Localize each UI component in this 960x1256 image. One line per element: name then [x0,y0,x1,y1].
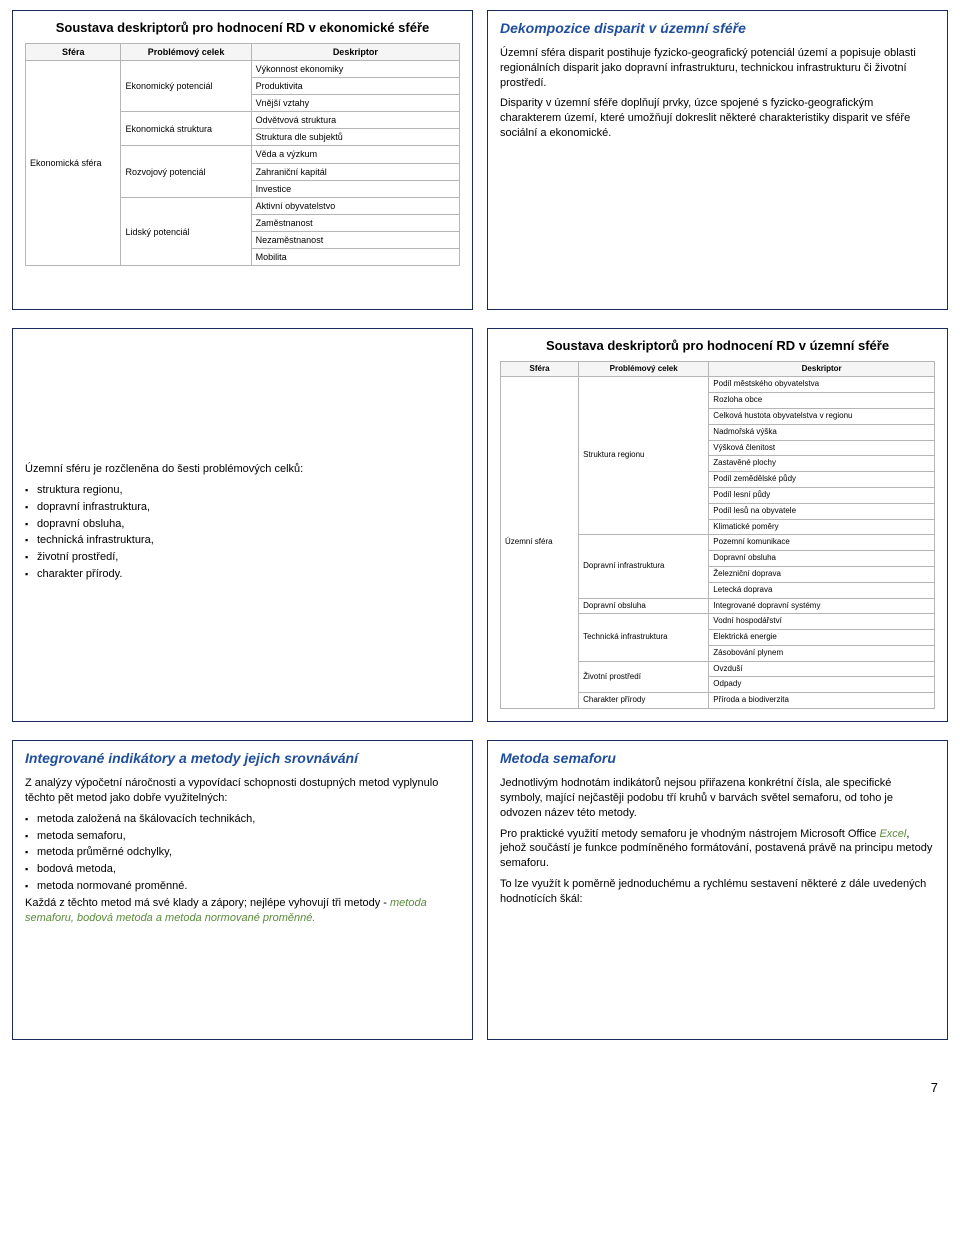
slide3-intro: Územní sféru je rozčleněna do šesti prob… [25,462,460,477]
cell-deskriptor: Elektrická energie [709,630,935,646]
cell-celek: Technická infrastruktura [579,614,709,661]
cell-celek: Charakter přírody [579,693,709,709]
cell-deskriptor: Příroda a biodiverzita [709,693,935,709]
cell-celek: Ekonomická struktura [121,112,251,146]
cell-deskriptor: Pozemní komunikace [709,535,935,551]
cell-deskriptor: Odpady [709,677,935,693]
slide-territorial-descriptors: Soustava deskriptorů pro hodnocení RD v … [487,328,948,722]
cell-celek: Lidský potenciál [121,197,251,266]
list-item: životní prostředí, [25,550,460,565]
slide3-list: struktura regionu, dopravní infrastruktur… [25,483,460,584]
slide4-table: Sféra Problémový celek Deskriptor Územní… [500,361,935,710]
list-item: charakter přírody. [25,567,460,582]
cell-deskriptor: Odvětvová struktura [251,112,459,129]
slide6-title: Metoda semaforu [500,749,935,768]
slide5-p1: Z analýzy výpočetní náročnosti a vypovíd… [25,776,460,806]
cell-deskriptor: Mobilita [251,249,459,266]
list-item: dopravní infrastruktura, [25,500,460,515]
slide6-p3: To lze využít k poměrně jednoduchému a r… [500,877,935,907]
th-sfera4: Sféra [501,361,579,377]
cell-deskriptor: Vodní hospodářství [709,614,935,630]
cell-deskriptor: Zahraniční kapitál [251,163,459,180]
cell-deskriptor: Podíl zemědělské půdy [709,472,935,488]
cell-deskriptor: Zastavěné plochy [709,456,935,472]
list-item: bodová metoda, [25,862,460,877]
th-deskriptor4: Deskriptor [709,361,935,377]
list-item: technická infrastruktura, [25,533,460,548]
slide-semaphore-method: Metoda semaforu Jednotlivým hodnotám ind… [487,740,948,1040]
slide6-p2: Pro praktické využití metody semaforu je… [500,827,935,872]
slide-decomposition: Dekompozice disparit v územní sféře Územ… [487,10,948,310]
cell-deskriptor: Podíl lesní půdy [709,487,935,503]
slide2-p2: Disparity v územní sféře doplňují prvky,… [500,96,935,141]
cell-sfera: Ekonomická sféra [26,60,121,266]
cell-deskriptor: Ovzduší [709,661,935,677]
cell-deskriptor: Vnější vztahy [251,94,459,111]
slide5-p2: Každá z těchto metod má své klady a zápo… [25,896,460,926]
slide4-title: Soustava deskriptorů pro hodnocení RD v … [500,337,935,355]
list-item: struktura regionu, [25,483,460,498]
cell-deskriptor: Podíl městského obyvatelstva [709,377,935,393]
slide2-p1: Územní sféra disparit postihuje fyzicko-… [500,46,935,91]
list-item: metoda založená na škálovacích technikác… [25,812,460,827]
cell-celek: Struktura regionu [579,377,709,535]
slide6-p1: Jednotlivým hodnotám indikátorů nejsou p… [500,776,935,821]
cell-deskriptor: Zaměstnanost [251,214,459,231]
list-item: metoda normované proměnné. [25,879,460,894]
slide2-title: Dekompozice disparit v územní sféře [500,19,935,38]
slide-territorial-list: Územní sféru je rozčleněna do šesti prob… [12,328,473,722]
cell-deskriptor: Produktivita [251,77,459,94]
list-item: metoda semaforu, [25,829,460,844]
th-deskriptor: Deskriptor [251,43,459,60]
th-sfera: Sféra [26,43,121,60]
slide5-list: metoda založená na škálovacích technikác… [25,812,460,894]
cell-deskriptor: Výšková členitost [709,440,935,456]
slide6-excel: Excel [879,828,906,840]
slide1-table: Sféra Problémový celek Deskriptor Ekonom… [25,43,460,267]
cell-deskriptor: Výkonnost ekonomiky [251,60,459,77]
cell-deskriptor: Dopravní obsluha [709,551,935,567]
cell-celek: Životní prostředí [579,661,709,693]
slide1-title: Soustava deskriptorů pro hodnocení RD v … [25,19,460,37]
cell-deskriptor: Zásobování plynem [709,645,935,661]
cell-deskriptor: Klimatické poměry [709,519,935,535]
cell-deskriptor: Nadmořská výška [709,424,935,440]
slide5-p2a: Každá z těchto metod má své klady a zápo… [25,897,390,909]
cell-deskriptor: Podíl lesů na obyvatele [709,503,935,519]
slide6-p2a: Pro praktické využití metody semaforu je… [500,828,879,840]
slide5-title: Integrované indikátory a metody jejich s… [25,749,460,768]
cell-deskriptor: Nezaměstnanost [251,232,459,249]
cell-deskriptor: Železniční doprava [709,566,935,582]
cell-deskriptor: Rozloha obce [709,393,935,409]
slide-economic-descriptors: Soustava deskriptorů pro hodnocení RD v … [12,10,473,310]
cell-celek: Rozvojový potenciál [121,146,251,197]
cell-celek: Dopravní obsluha [579,598,709,614]
cell-deskriptor: Aktivní obyvatelstvo [251,197,459,214]
cell-deskriptor: Integrované dopravní systémy [709,598,935,614]
th-celek4: Problémový celek [579,361,709,377]
list-item: dopravní obsluha, [25,517,460,532]
cell-celek: Dopravní infrastruktura [579,535,709,598]
cell-deskriptor: Celková hustota obyvatelstva v regionu [709,408,935,424]
slide-integrated-indicators: Integrované indikátory a metody jejich s… [12,740,473,1040]
cell-deskriptor: Letecká doprava [709,582,935,598]
page-number: 7 [12,1080,948,1095]
cell-deskriptor: Struktura dle subjektů [251,129,459,146]
th-celek: Problémový celek [121,43,251,60]
cell-deskriptor: Věda a výzkum [251,146,459,163]
cell-celek: Ekonomický potenciál [121,60,251,111]
list-item: metoda průměrné odchylky, [25,845,460,860]
cell-sfera: Územní sféra [501,377,579,709]
cell-deskriptor: Investice [251,180,459,197]
